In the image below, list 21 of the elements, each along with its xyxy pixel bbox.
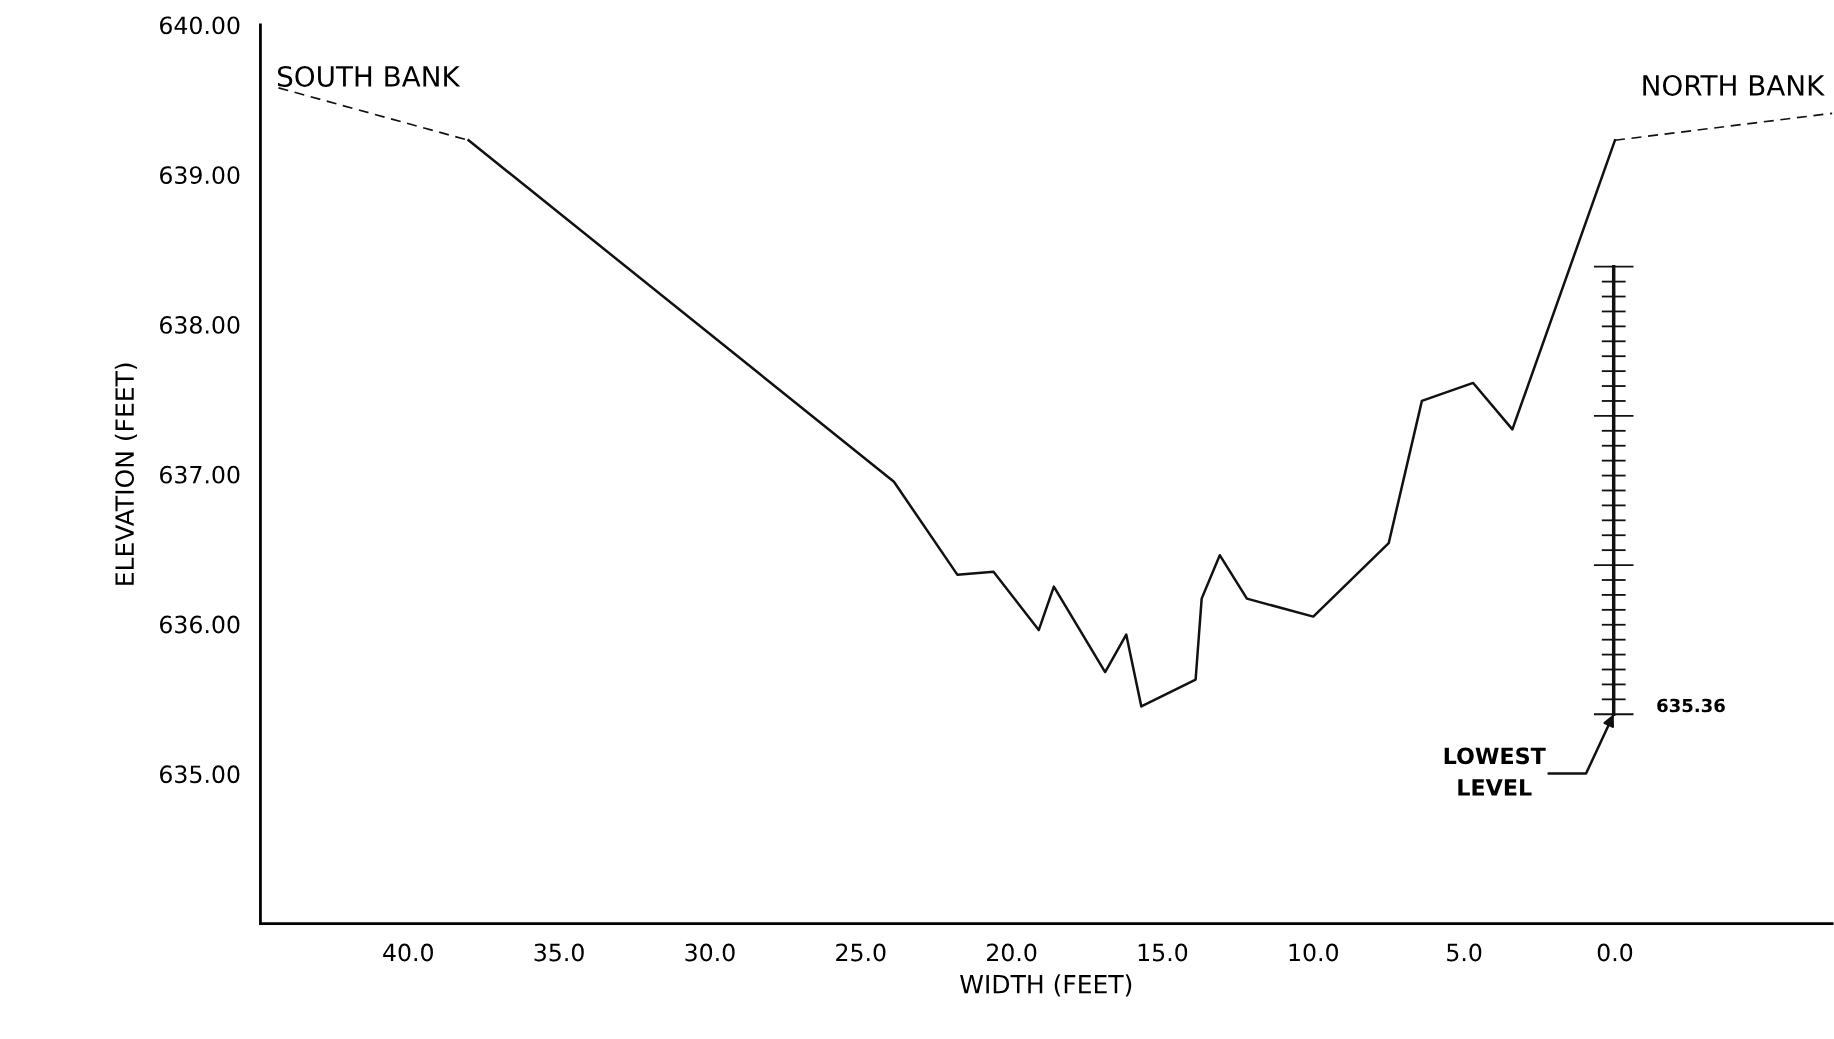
y-axis-title: ELEVATION (FEET) bbox=[114, 363, 138, 585]
x-axis-title: WIDTH (FEET) bbox=[960, 974, 1132, 997]
y-tick-label: 639.00 bbox=[160, 166, 240, 185]
x-tick-label: 30.0 bbox=[685, 943, 735, 962]
annotation: NORTH BANK bbox=[1643, 74, 1825, 96]
y-tick-label: 638.00 bbox=[160, 315, 240, 334]
annotation: 635.36 bbox=[1657, 698, 1725, 713]
y-tick-label: 640.00 bbox=[160, 16, 240, 35]
x-tick-label: 15.0 bbox=[1138, 943, 1188, 962]
x-tick-label: 25.0 bbox=[836, 943, 886, 962]
x-tick-label: 0.0 bbox=[1597, 943, 1633, 962]
x-tick-label: 20.0 bbox=[987, 943, 1037, 962]
annotation: LOWEST LEVEL bbox=[1444, 747, 1546, 796]
x-tick-label: 35.0 bbox=[534, 943, 584, 962]
x-tick-label: 40.0 bbox=[383, 943, 433, 962]
x-tick-label: 10.0 bbox=[1289, 943, 1338, 962]
y-tick-label: 636.00 bbox=[160, 615, 240, 634]
annotation: SOUTH BANK bbox=[277, 65, 461, 87]
x-tick-label: 5.0 bbox=[1447, 943, 1482, 962]
y-tick-label: 635.00 bbox=[160, 765, 240, 784]
y-tick-label: 637.00 bbox=[160, 465, 240, 484]
